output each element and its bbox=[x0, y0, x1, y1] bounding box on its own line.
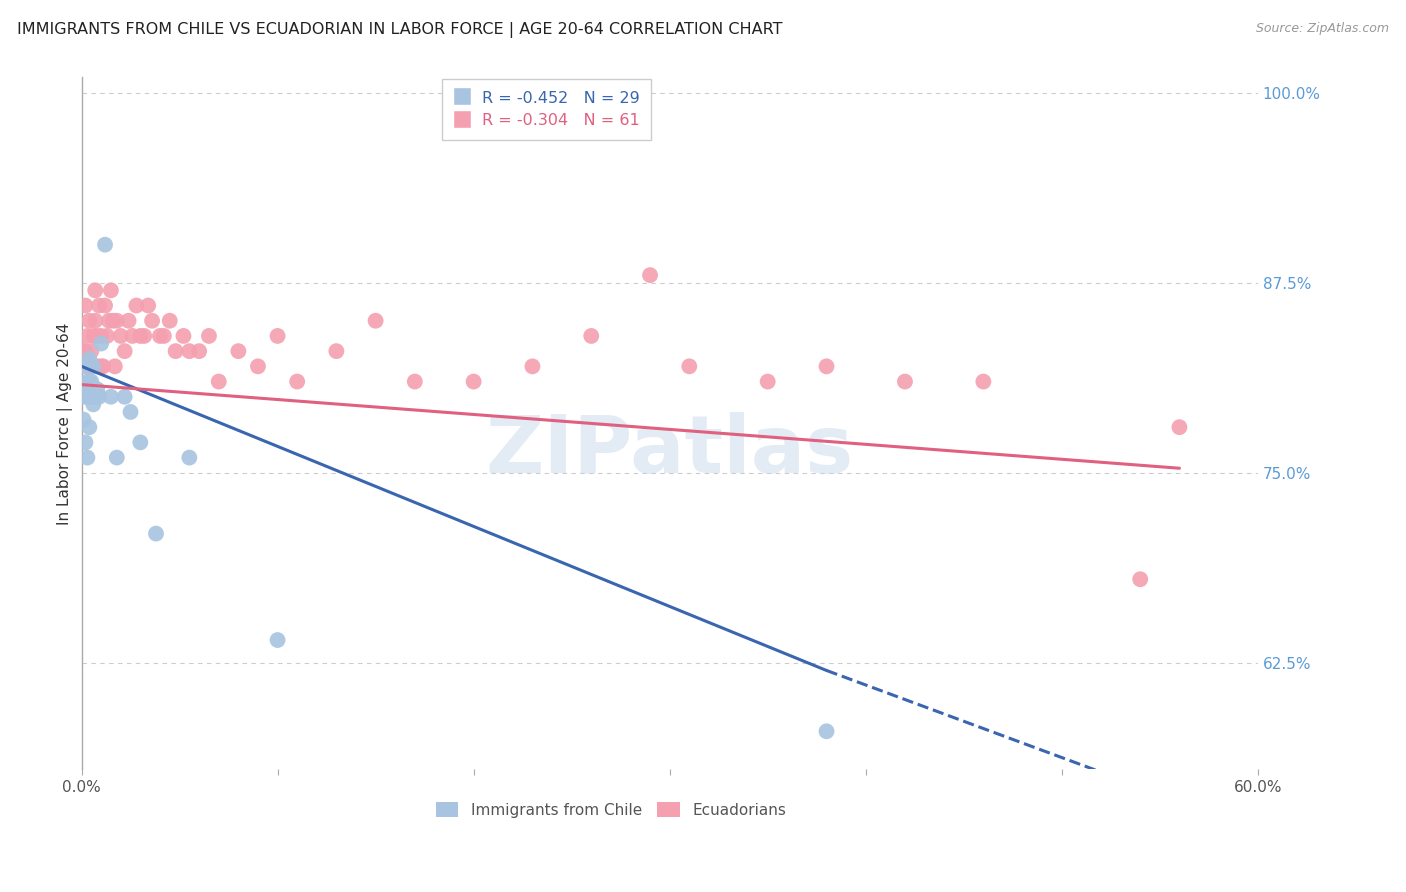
Point bbox=[114, 344, 136, 359]
Point bbox=[285, 375, 308, 389]
Point bbox=[97, 314, 120, 328]
Point bbox=[79, 351, 101, 366]
Point bbox=[1129, 572, 1152, 586]
Point bbox=[86, 359, 108, 374]
Point bbox=[79, 359, 101, 374]
Point bbox=[79, 420, 101, 434]
Text: ZIPatlas: ZIPatlas bbox=[485, 412, 853, 490]
Point bbox=[159, 314, 181, 328]
Point bbox=[89, 390, 111, 404]
Point bbox=[266, 633, 288, 648]
Point bbox=[96, 329, 118, 343]
Point bbox=[246, 359, 269, 374]
Point bbox=[94, 237, 117, 252]
Point bbox=[76, 390, 98, 404]
Point bbox=[136, 299, 159, 313]
Point bbox=[894, 375, 917, 389]
Point bbox=[80, 359, 103, 374]
Point bbox=[325, 344, 347, 359]
Point bbox=[75, 382, 97, 396]
Point bbox=[75, 435, 97, 450]
Text: IMMIGRANTS FROM CHILE VS ECUADORIAN IN LABOR FORCE | AGE 20-64 CORRELATION CHART: IMMIGRANTS FROM CHILE VS ECUADORIAN IN L… bbox=[17, 22, 782, 38]
Point bbox=[82, 397, 104, 411]
Point bbox=[149, 329, 172, 343]
Point bbox=[72, 412, 94, 426]
Point bbox=[678, 359, 700, 374]
Point bbox=[105, 314, 128, 328]
Point bbox=[815, 359, 838, 374]
Point bbox=[120, 405, 142, 419]
Point bbox=[110, 329, 132, 343]
Point bbox=[972, 375, 994, 389]
Point bbox=[72, 344, 94, 359]
Point bbox=[125, 299, 148, 313]
Point bbox=[84, 314, 107, 328]
Point bbox=[522, 359, 544, 374]
Point bbox=[129, 435, 152, 450]
Point bbox=[90, 329, 112, 343]
Point bbox=[1168, 420, 1191, 434]
Point bbox=[82, 359, 104, 374]
Y-axis label: In Labor Force | Age 20-64: In Labor Force | Age 20-64 bbox=[58, 322, 73, 524]
Point bbox=[82, 329, 104, 343]
Point bbox=[198, 329, 221, 343]
Point bbox=[104, 359, 127, 374]
Point bbox=[145, 526, 167, 541]
Point bbox=[80, 390, 103, 404]
Legend: Immigrants from Chile, Ecuadorians: Immigrants from Chile, Ecuadorians bbox=[429, 796, 793, 824]
Point bbox=[76, 359, 98, 374]
Point bbox=[208, 375, 231, 389]
Point bbox=[84, 283, 107, 297]
Point bbox=[815, 724, 838, 739]
Point bbox=[79, 375, 101, 389]
Point bbox=[94, 299, 117, 313]
Point bbox=[121, 329, 143, 343]
Point bbox=[364, 314, 387, 328]
Point bbox=[114, 390, 136, 404]
Point bbox=[86, 329, 108, 343]
Point bbox=[90, 336, 112, 351]
Point bbox=[101, 314, 124, 328]
Point bbox=[75, 299, 97, 313]
Point bbox=[79, 314, 101, 328]
Point bbox=[141, 314, 163, 328]
Point bbox=[100, 283, 122, 297]
Point bbox=[117, 314, 139, 328]
Point bbox=[76, 375, 98, 389]
Point bbox=[179, 450, 201, 465]
Point bbox=[129, 329, 152, 343]
Point bbox=[100, 390, 122, 404]
Point bbox=[80, 344, 103, 359]
Point bbox=[89, 299, 111, 313]
Point bbox=[90, 359, 112, 374]
Point bbox=[404, 375, 426, 389]
Point bbox=[756, 375, 779, 389]
Point bbox=[463, 375, 485, 389]
Point bbox=[75, 344, 97, 359]
Point bbox=[188, 344, 211, 359]
Point bbox=[134, 329, 156, 343]
Point bbox=[84, 390, 107, 404]
Point bbox=[105, 450, 128, 465]
Point bbox=[76, 450, 98, 465]
Point bbox=[72, 390, 94, 404]
Point bbox=[76, 329, 98, 343]
Point bbox=[86, 382, 108, 396]
Point bbox=[91, 359, 114, 374]
Point bbox=[172, 329, 194, 343]
Point bbox=[153, 329, 176, 343]
Point bbox=[75, 359, 97, 374]
Point bbox=[228, 344, 250, 359]
Point bbox=[80, 375, 103, 389]
Point bbox=[581, 329, 603, 343]
Point bbox=[179, 344, 201, 359]
Point bbox=[638, 268, 661, 282]
Point bbox=[266, 329, 288, 343]
Point bbox=[165, 344, 187, 359]
Text: Source: ZipAtlas.com: Source: ZipAtlas.com bbox=[1256, 22, 1389, 36]
